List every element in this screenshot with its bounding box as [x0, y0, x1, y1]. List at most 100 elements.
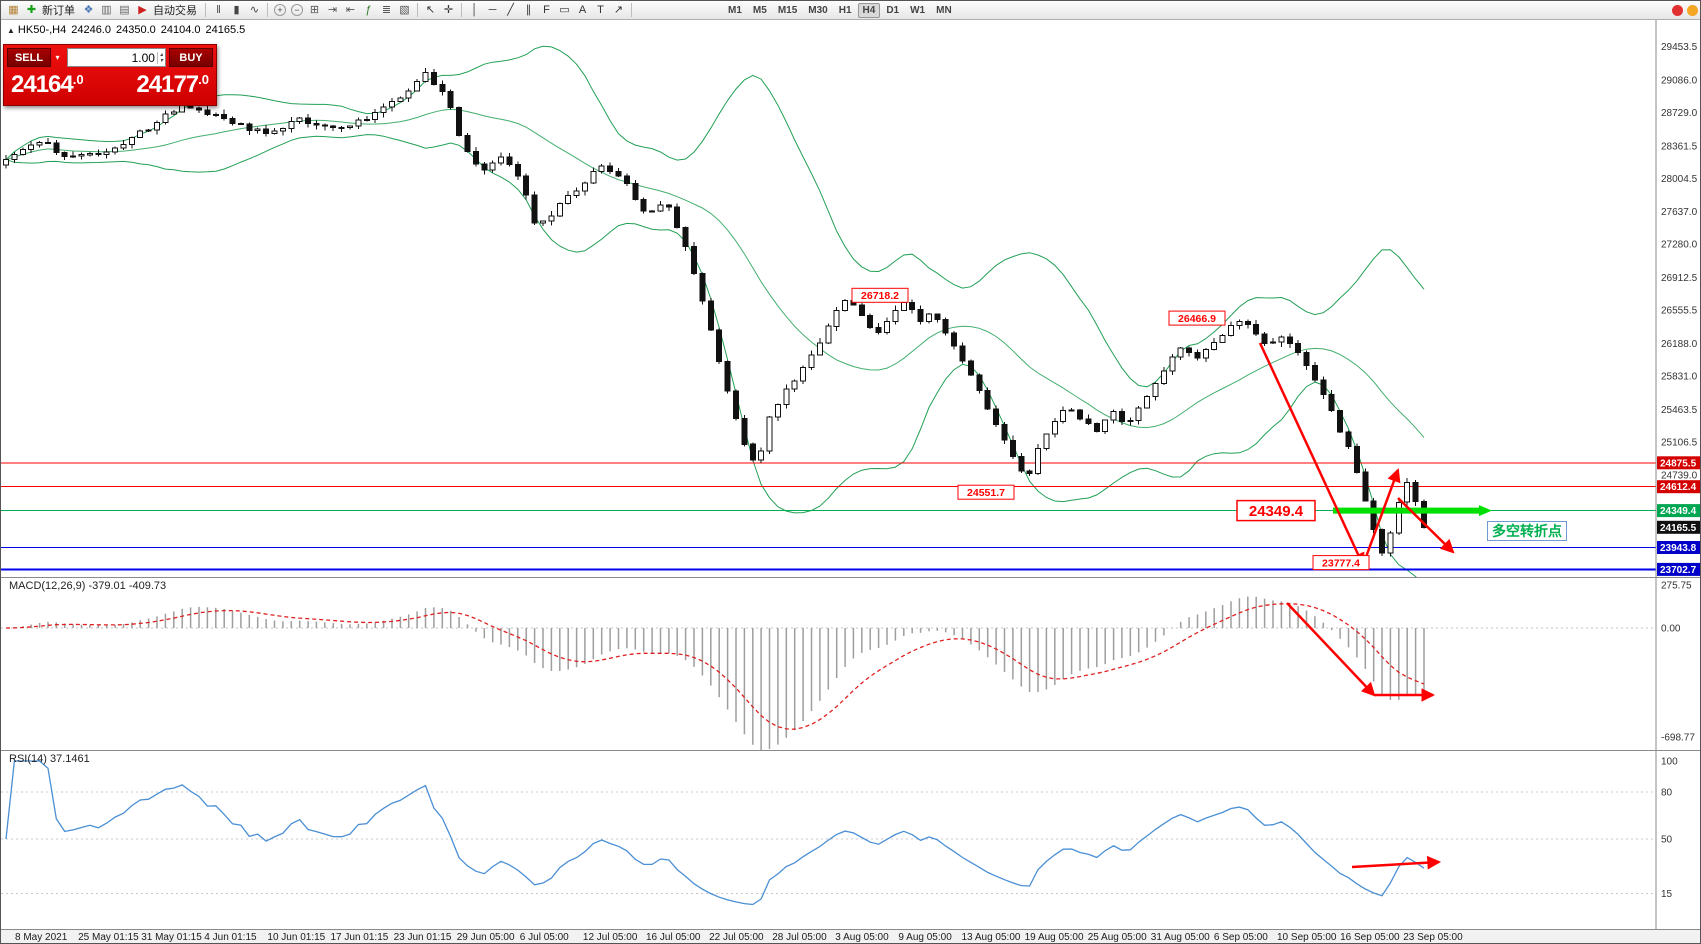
timeframe-M30[interactable]: M30 — [808, 4, 828, 16]
periods-icon[interactable]: ≣ — [381, 3, 392, 16]
order-dropdown-icon[interactable]: ▾ — [55, 53, 60, 62]
fibonacci-icon[interactable]: F — [543, 3, 550, 16]
cursor-icon[interactable]: ↖ — [425, 3, 436, 16]
line-chart-icon[interactable]: ∿ — [249, 3, 260, 16]
price-callout[interactable]: 23777.4 — [1312, 555, 1370, 571]
volume-field[interactable]: 1.00 ▴ ▾ — [67, 48, 166, 67]
timeframe-W1[interactable]: W1 — [910, 4, 926, 16]
svg-text:24612.4: 24612.4 — [1660, 482, 1697, 493]
auto-trading-button[interactable]: ▶ — [138, 3, 147, 16]
buy-button[interactable]: BUY — [169, 48, 213, 67]
time-axis-label: 10 Sep 05:00 — [1277, 932, 1337, 943]
price-tag — [1657, 562, 1700, 576]
time-axis-label: 4 Jun 01:15 — [204, 932, 257, 943]
svg-text:23777.4: 23777.4 — [1322, 557, 1360, 569]
time-axis[interactable]: 8 May 2021 25 May 01:15 31 May 01:15 4 Jun … — [1, 929, 1700, 943]
volume-value[interactable]: 1.00 — [131, 50, 155, 65]
trend-arrow[interactable] — [1258, 342, 1365, 567]
templates-icon[interactable]: ▧ — [399, 3, 410, 16]
tile-windows-icon[interactable]: ⊞ — [309, 3, 320, 16]
label-icon[interactable]: T — [597, 3, 604, 16]
price-axis-label: 26188.0 — [1661, 339, 1698, 350]
chart-shift-icon[interactable]: ⇤ — [345, 3, 356, 16]
price-axis-label: 25463.5 — [1661, 405, 1698, 416]
time-axis-label: 22 Jul 05:00 — [709, 932, 764, 943]
auto-trading-button-label[interactable]: 自动交易 — [153, 5, 197, 17]
time-axis-label: 6 Jul 05:00 — [519, 932, 569, 943]
timeframe-M15[interactable]: M15 — [777, 4, 798, 16]
svg-text:26466.9: 26466.9 — [1178, 313, 1216, 325]
trend-arrow[interactable] — [1351, 855, 1442, 870]
trendline-icon[interactable]: ╱ — [507, 3, 514, 16]
price-axis[interactable]: 29453.5 29086.0 28729.0 28361.5 28004.5 27637… — [1657, 42, 1701, 576]
price-axis-label: 25831.0 — [1661, 371, 1698, 382]
annotation-label[interactable]: 多空转折点 — [1487, 521, 1567, 541]
price-callout[interactable]: 26718.2 — [851, 287, 909, 303]
vertical-line-icon[interactable]: │ — [471, 3, 478, 16]
text-icon[interactable]: A — [578, 3, 587, 16]
time-axis-label: 3 Aug 05:00 — [835, 932, 889, 943]
trade-panel-toggle-icon[interactable]: ▲ — [7, 26, 15, 35]
timeframe-H1[interactable]: H1 — [838, 4, 852, 16]
time-axis-label: 16 Sep 05:00 — [1340, 932, 1400, 943]
high-value: 24350.0 — [115, 24, 156, 36]
rsi-panel: 100 80 50 15 — [1, 750, 1700, 929]
arrows-tool-icon[interactable]: ↗ — [613, 3, 624, 16]
price-tag — [1657, 480, 1700, 494]
price-axis-label: 28361.5 — [1661, 141, 1698, 152]
candlestick-series — [3, 68, 1427, 557]
sell-button[interactable]: SELL — [7, 48, 51, 67]
chart-profiles-icon[interactable]: ❖ — [83, 3, 94, 16]
navigator-icon[interactable]: ▤ — [119, 3, 130, 16]
rsi-line — [5, 760, 1425, 906]
record-button[interactable] — [1672, 4, 1683, 16]
price-axis-label: 25106.5 — [1661, 437, 1698, 448]
price-axis-label: 27280.0 — [1661, 240, 1698, 251]
price-axis-label: 24739.0 — [1661, 471, 1698, 482]
price-callout[interactable]: 24349.4 — [1236, 499, 1316, 522]
shapes-icon[interactable]: ▭ — [559, 3, 570, 16]
time-axis-label: 13 Aug 05:00 — [961, 932, 1021, 943]
timeframe-M5[interactable]: M5 — [752, 4, 767, 16]
trend-arrow[interactable] — [1286, 602, 1376, 697]
buy-price[interactable]: 24177.0 — [136, 71, 209, 98]
market-watch-icon[interactable]: ▥ — [101, 3, 112, 16]
toolbar-separator — [631, 3, 632, 17]
spinner-down-icon[interactable]: ▾ — [159, 57, 163, 64]
time-axis-label: 31 May 01:15 — [141, 932, 202, 943]
timeframe-MN[interactable]: MN — [936, 4, 952, 16]
zoom-out-icon[interactable]: − — [291, 4, 303, 16]
timeframe-M1[interactable]: M1 — [728, 4, 742, 16]
timeframe-D1[interactable]: D1 — [886, 4, 900, 16]
time-axis-label: 17 Jun 01:15 — [330, 932, 389, 943]
candlestick-chart-icon[interactable]: ▮ — [233, 3, 240, 16]
horizontal-line-icon[interactable]: ─ — [488, 3, 497, 16]
price-axis-label: 29086.0 — [1661, 76, 1698, 87]
indicators-icon[interactable]: ƒ — [365, 3, 372, 16]
sell-price[interactable]: 24164.0 — [11, 71, 84, 98]
community-button[interactable] — [1687, 4, 1698, 16]
trend-arrow[interactable] — [1364, 468, 1401, 558]
price-axis-label: 26912.5 — [1661, 273, 1698, 284]
new-order-button-label[interactable]: 新订单 — [42, 5, 75, 17]
auto-scroll-icon[interactable]: ⇥ — [327, 3, 338, 16]
trend-arrow[interactable] — [1397, 497, 1455, 554]
crosshair-icon[interactable]: ✛ — [443, 3, 454, 16]
new-chart-icon[interactable]: ▦ — [8, 3, 19, 16]
price-chart[interactable]: 26718.2 26466.9 24551.7 24349.4 23777.4 29453… — [1, 20, 1701, 577]
time-axis-label: 19 Aug 05:00 — [1024, 932, 1084, 943]
svg-text:23943.8: 23943.8 — [1660, 543, 1697, 554]
volume-spinner[interactable]: ▴ ▾ — [156, 51, 165, 64]
macd-axis-label: -698.77 — [1661, 733, 1695, 744]
bars-chart-icon[interactable]: ǁ — [216, 3, 221, 16]
channel-icon[interactable]: ∥ — [525, 3, 532, 16]
price-callout[interactable]: 26466.9 — [1168, 310, 1226, 326]
zoom-in-icon[interactable]: + — [274, 4, 286, 16]
new-order-button[interactable]: ✚ — [26, 3, 37, 16]
price-callout[interactable]: 24551.7 — [957, 484, 1015, 500]
svg-text:23702.7: 23702.7 — [1660, 565, 1697, 576]
spinner-up-icon[interactable]: ▴ — [159, 51, 163, 58]
rsi-axis-label: 100 — [1661, 757, 1678, 768]
svg-text:24349.4: 24349.4 — [1660, 506, 1697, 517]
timeframe-H4[interactable]: H4 — [857, 2, 881, 18]
